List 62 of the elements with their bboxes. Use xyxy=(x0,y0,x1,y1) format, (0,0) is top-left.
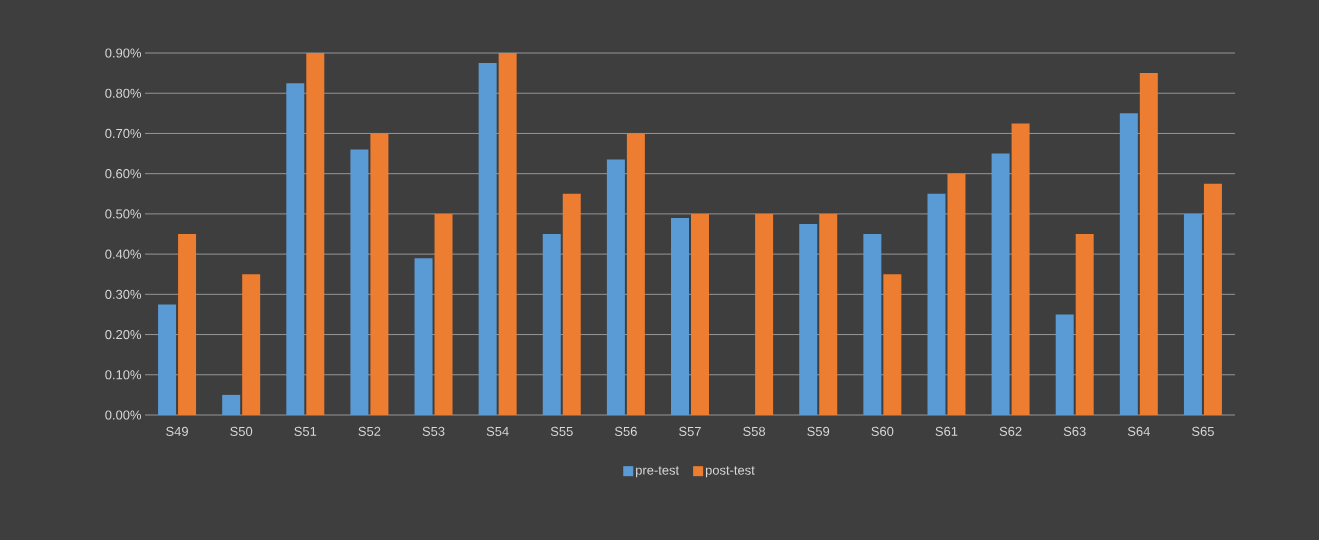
bar xyxy=(158,304,177,415)
bar xyxy=(819,213,838,415)
bar xyxy=(370,133,389,415)
bar xyxy=(1203,183,1222,415)
x-tick-label: S58 xyxy=(743,426,766,436)
x-tick-label: S64 xyxy=(1127,426,1150,436)
bar xyxy=(671,217,689,415)
y-tick-label: 0.70% xyxy=(105,128,142,139)
bar xyxy=(606,159,625,415)
x-tick-label: S65 xyxy=(1192,426,1214,436)
x-tick-label: S50 xyxy=(230,426,253,436)
bar xyxy=(863,234,882,415)
x-tick-label: S55 xyxy=(550,426,573,436)
x-tick-label: S59 xyxy=(807,426,830,436)
legend-label: pre-test xyxy=(636,466,680,478)
x-tick-label: S49 xyxy=(166,426,188,436)
bar xyxy=(1075,234,1094,415)
bar xyxy=(478,63,497,415)
bar xyxy=(927,193,946,415)
y-tick-label: 0.50% xyxy=(105,209,142,219)
bar xyxy=(1183,213,1202,415)
bar xyxy=(286,83,305,415)
bar xyxy=(883,274,902,415)
y-tick-label: 0.20% xyxy=(105,329,142,340)
bar xyxy=(178,234,197,415)
x-tick-label: S60 xyxy=(871,426,894,436)
x-tick-label: S56 xyxy=(614,426,637,436)
bar xyxy=(947,173,966,415)
x-tick-label: S54 xyxy=(486,426,509,436)
bar xyxy=(626,133,645,415)
bar xyxy=(542,234,561,415)
bar xyxy=(799,223,818,415)
bar xyxy=(498,53,517,415)
x-tick-label: S52 xyxy=(358,426,381,436)
bar xyxy=(755,213,774,415)
y-tick-label: 0.60% xyxy=(105,169,142,179)
bar xyxy=(222,394,241,415)
x-tick-label: S62 xyxy=(999,426,1022,436)
bar xyxy=(562,193,581,415)
bar xyxy=(991,153,1010,415)
legend-label: post-test xyxy=(705,466,755,478)
bar xyxy=(306,53,325,415)
y-tick-label: 0.00% xyxy=(105,410,142,420)
bar xyxy=(1055,314,1074,415)
bar xyxy=(1139,73,1158,415)
y-tick-label: 0.90% xyxy=(105,48,142,58)
bar xyxy=(434,213,453,415)
y-tick-label: 0.30% xyxy=(105,289,142,299)
bar xyxy=(1119,113,1138,415)
x-tick-label: S51 xyxy=(294,426,317,436)
bar xyxy=(691,213,709,415)
bar xyxy=(350,149,369,415)
x-tick-label: S61 xyxy=(935,426,958,436)
x-tick-label: S57 xyxy=(679,426,701,436)
y-tick-label: 0.10% xyxy=(105,370,142,380)
y-tick-label: 0.40% xyxy=(105,249,142,259)
y-tick-label: 0.80% xyxy=(105,88,142,98)
bar xyxy=(1011,123,1030,415)
x-tick-label: S53 xyxy=(422,426,445,436)
x-tick-label: S63 xyxy=(1063,426,1086,436)
bar xyxy=(242,274,261,415)
bar xyxy=(414,258,433,415)
